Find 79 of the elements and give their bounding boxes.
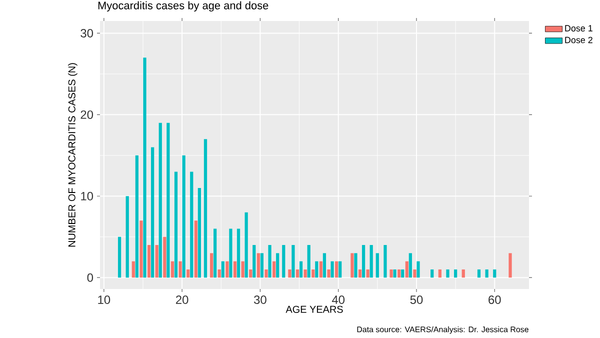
bar	[150, 147, 154, 278]
bar	[390, 269, 393, 278]
bar	[405, 261, 408, 278]
bar	[319, 261, 323, 278]
bar	[292, 245, 295, 278]
bar	[276, 253, 280, 278]
bar	[260, 253, 264, 278]
y-tick-label: 10	[81, 192, 94, 200]
bar	[210, 253, 214, 278]
bar	[416, 261, 420, 278]
bar	[236, 228, 240, 278]
bar	[226, 261, 229, 278]
bar	[299, 261, 303, 278]
bar	[214, 228, 217, 278]
bar	[241, 261, 244, 278]
bar	[166, 122, 170, 278]
bar	[249, 269, 252, 278]
x-tick-label: 40	[332, 296, 345, 304]
bar	[182, 155, 186, 278]
bar	[158, 122, 162, 278]
legend-label: Dose 1	[565, 25, 592, 32]
bar	[335, 261, 338, 278]
bar	[233, 261, 237, 278]
bar	[244, 212, 248, 278]
bar	[288, 269, 292, 278]
bar	[338, 261, 342, 278]
bar	[307, 245, 310, 278]
bar	[256, 253, 260, 278]
bar	[322, 253, 326, 278]
bar	[178, 261, 182, 278]
bar	[370, 245, 373, 278]
x-tick-label: 10	[98, 296, 110, 304]
bar	[366, 269, 370, 278]
y-tick-label: 0	[87, 273, 94, 282]
bar	[362, 245, 366, 278]
bar	[147, 245, 151, 278]
bar	[198, 188, 201, 278]
bar	[312, 269, 315, 278]
x-tick-label: 30	[254, 296, 266, 304]
bar	[296, 269, 300, 278]
y-axis-title: NUMBER OF MYOCARDITIS CASES (N)	[68, 63, 78, 247]
bar	[413, 269, 416, 278]
bar	[135, 155, 138, 278]
bar	[408, 253, 412, 278]
bar	[190, 172, 194, 278]
y-tick-label: 30	[80, 28, 94, 38]
bar	[218, 269, 221, 278]
bar	[229, 228, 232, 278]
bar	[132, 261, 135, 278]
bar	[327, 269, 330, 278]
bar	[252, 245, 256, 278]
x-axis-title: AGE YEARS	[286, 306, 343, 313]
bar	[272, 261, 276, 278]
bar	[174, 172, 178, 278]
bar	[155, 245, 158, 278]
bar	[264, 269, 268, 278]
bar	[221, 261, 224, 278]
bar	[268, 245, 272, 278]
bar	[354, 253, 358, 278]
x-tick-label: 50	[410, 296, 423, 304]
bar	[358, 269, 362, 278]
bar	[194, 220, 198, 278]
bar	[393, 269, 396, 278]
y-tick-label: 20	[80, 110, 94, 119]
x-tick-label: 20	[176, 296, 188, 304]
bar	[170, 261, 174, 278]
chart-title: Myocarditis cases by age and dose	[98, 1, 268, 12]
bar	[143, 58, 146, 278]
bar	[304, 269, 307, 278]
bar	[186, 269, 190, 278]
bar	[330, 261, 334, 278]
bar	[315, 261, 318, 278]
x-tick-label: 60	[488, 296, 501, 304]
bar	[401, 269, 404, 278]
bar	[163, 236, 166, 278]
bar	[398, 269, 401, 278]
legend-label: Dose 2	[565, 36, 592, 44]
bar	[140, 220, 143, 278]
bar	[350, 253, 354, 278]
